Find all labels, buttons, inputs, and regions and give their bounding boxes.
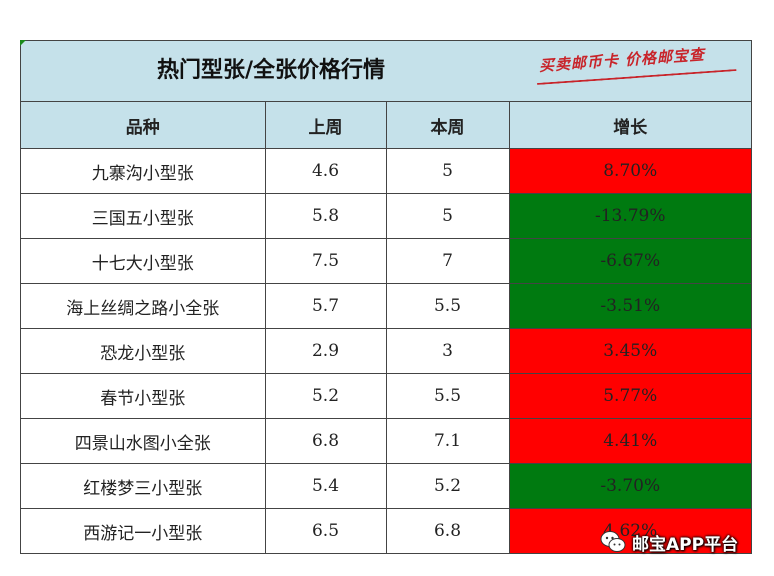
variety-cell: 九寨沟小型张 <box>21 148 266 194</box>
this-week-cell: 6.8 <box>385 508 510 553</box>
variety-cell: 海上丝绸之路小全张 <box>21 283 266 329</box>
variety-cell: 四景山水图小全张 <box>21 418 266 464</box>
last-week-cell: 5.4 <box>264 463 387 509</box>
handwritten-stamp: 买卖邮币卡 价格邮宝查 <box>531 45 746 95</box>
header-this-week: 本周 <box>385 102 510 149</box>
this-week-cell: 5.2 <box>385 463 510 509</box>
growth-cell: 8.70% <box>508 148 751 194</box>
growth-cell: -3.70% <box>508 463 751 509</box>
last-week-cell: 5.7 <box>264 283 387 329</box>
price-table-sheet: 热门型张/全张价格行情 买卖邮币卡 价格邮宝查 品种 上周 本周 增长 九寨沟小… <box>20 40 752 554</box>
price-grid: 品种 上周 本周 增长 九寨沟小型张 4.6 5 8.70% 三国五小型张 5.8 5 -13… <box>21 102 751 553</box>
header-last-week: 上周 <box>264 102 387 149</box>
last-week-cell: 5.8 <box>264 193 387 239</box>
variety-cell: 春节小型张 <box>21 373 266 419</box>
table-row: 红楼梦三小型张 5.4 5.2 -3.70% <box>21 463 751 509</box>
last-week-cell: 6.5 <box>264 508 387 553</box>
table-row: 恐龙小型张 2.9 3 3.45% <box>21 328 751 374</box>
table-row: 九寨沟小型张 4.6 5 8.70% <box>21 148 751 194</box>
growth-cell: 4.41% <box>508 418 751 464</box>
wechat-icon <box>600 529 626 555</box>
cell-corner-marker <box>20 40 26 46</box>
this-week-cell: 5 <box>385 193 510 239</box>
this-week-cell: 5.5 <box>385 283 510 329</box>
variety-cell: 三国五小型张 <box>21 193 266 239</box>
last-week-cell: 5.2 <box>264 373 387 419</box>
growth-cell: -6.67% <box>508 238 751 284</box>
growth-cell: 3.45% <box>508 328 751 374</box>
table-row: 海上丝绸之路小全张 5.7 5.5 -3.51% <box>21 283 751 329</box>
table-row: 十七大小型张 7.5 7 -6.67% <box>21 238 751 284</box>
table-row: 西游记一小型张 6.5 6.8 4.62% <box>21 508 751 553</box>
growth-cell: 5.77% <box>508 373 751 419</box>
table-row: 三国五小型张 5.8 5 -13.79% <box>21 193 751 239</box>
table-row: 春节小型张 5.2 5.5 5.77% <box>21 373 751 419</box>
variety-cell: 恐龙小型张 <box>21 328 266 374</box>
this-week-cell: 3 <box>385 328 510 374</box>
this-week-cell: 5.5 <box>385 373 510 419</box>
last-week-cell: 6.8 <box>264 418 387 464</box>
header-variety: 品种 <box>21 102 266 149</box>
last-week-cell: 4.6 <box>264 148 387 194</box>
stamp-text: 买卖邮币卡 价格邮宝查 <box>538 45 706 75</box>
header-growth: 增长 <box>508 102 751 149</box>
table-row: 四景山水图小全张 6.8 7.1 4.41% <box>21 418 751 464</box>
variety-cell: 十七大小型张 <box>21 238 266 284</box>
this-week-cell: 7.1 <box>385 418 510 464</box>
table-title: 热门型张/全张价格行情 <box>156 58 386 83</box>
this-week-cell: 7 <box>385 238 510 284</box>
watermark: 邮宝APP平台 <box>600 528 738 556</box>
watermark-text: 邮宝APP平台 <box>632 534 739 555</box>
this-week-cell: 5 <box>385 148 510 194</box>
title-row: 热门型张/全张价格行情 买卖邮币卡 价格邮宝查 <box>21 41 751 102</box>
growth-cell: -3.51% <box>508 283 751 329</box>
variety-cell: 红楼梦三小型张 <box>21 463 266 509</box>
last-week-cell: 2.9 <box>264 328 387 374</box>
variety-cell: 西游记一小型张 <box>21 508 266 553</box>
last-week-cell: 7.5 <box>264 238 387 284</box>
header-row: 品种 上周 本周 增长 <box>21 102 751 149</box>
growth-cell: -13.79% <box>508 193 751 239</box>
